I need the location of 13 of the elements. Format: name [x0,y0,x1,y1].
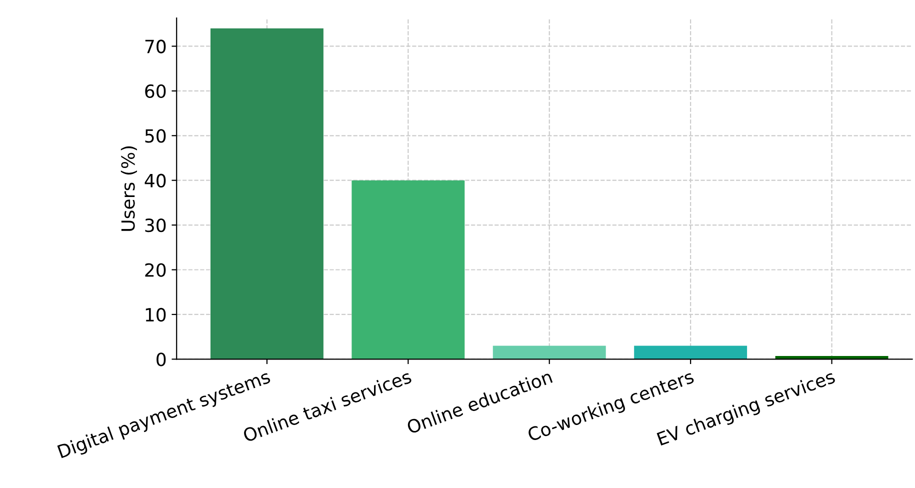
bar [352,180,465,360]
y-tick-label: 10 [146,308,166,322]
y-tick-label: 20 [145,263,166,277]
y-tick-label: 70 [145,40,166,54]
y-axis-title: Users (%) [120,146,137,231]
y-tick-label: 40 [144,174,166,188]
bar [492,346,606,360]
y-tick-label: 0 [156,352,166,366]
bar [634,346,748,360]
y-tick-label: 50 [145,129,166,143]
y-tick-label: 60 [145,84,166,98]
bar [210,28,324,360]
y-tick-label: 30 [145,218,166,232]
